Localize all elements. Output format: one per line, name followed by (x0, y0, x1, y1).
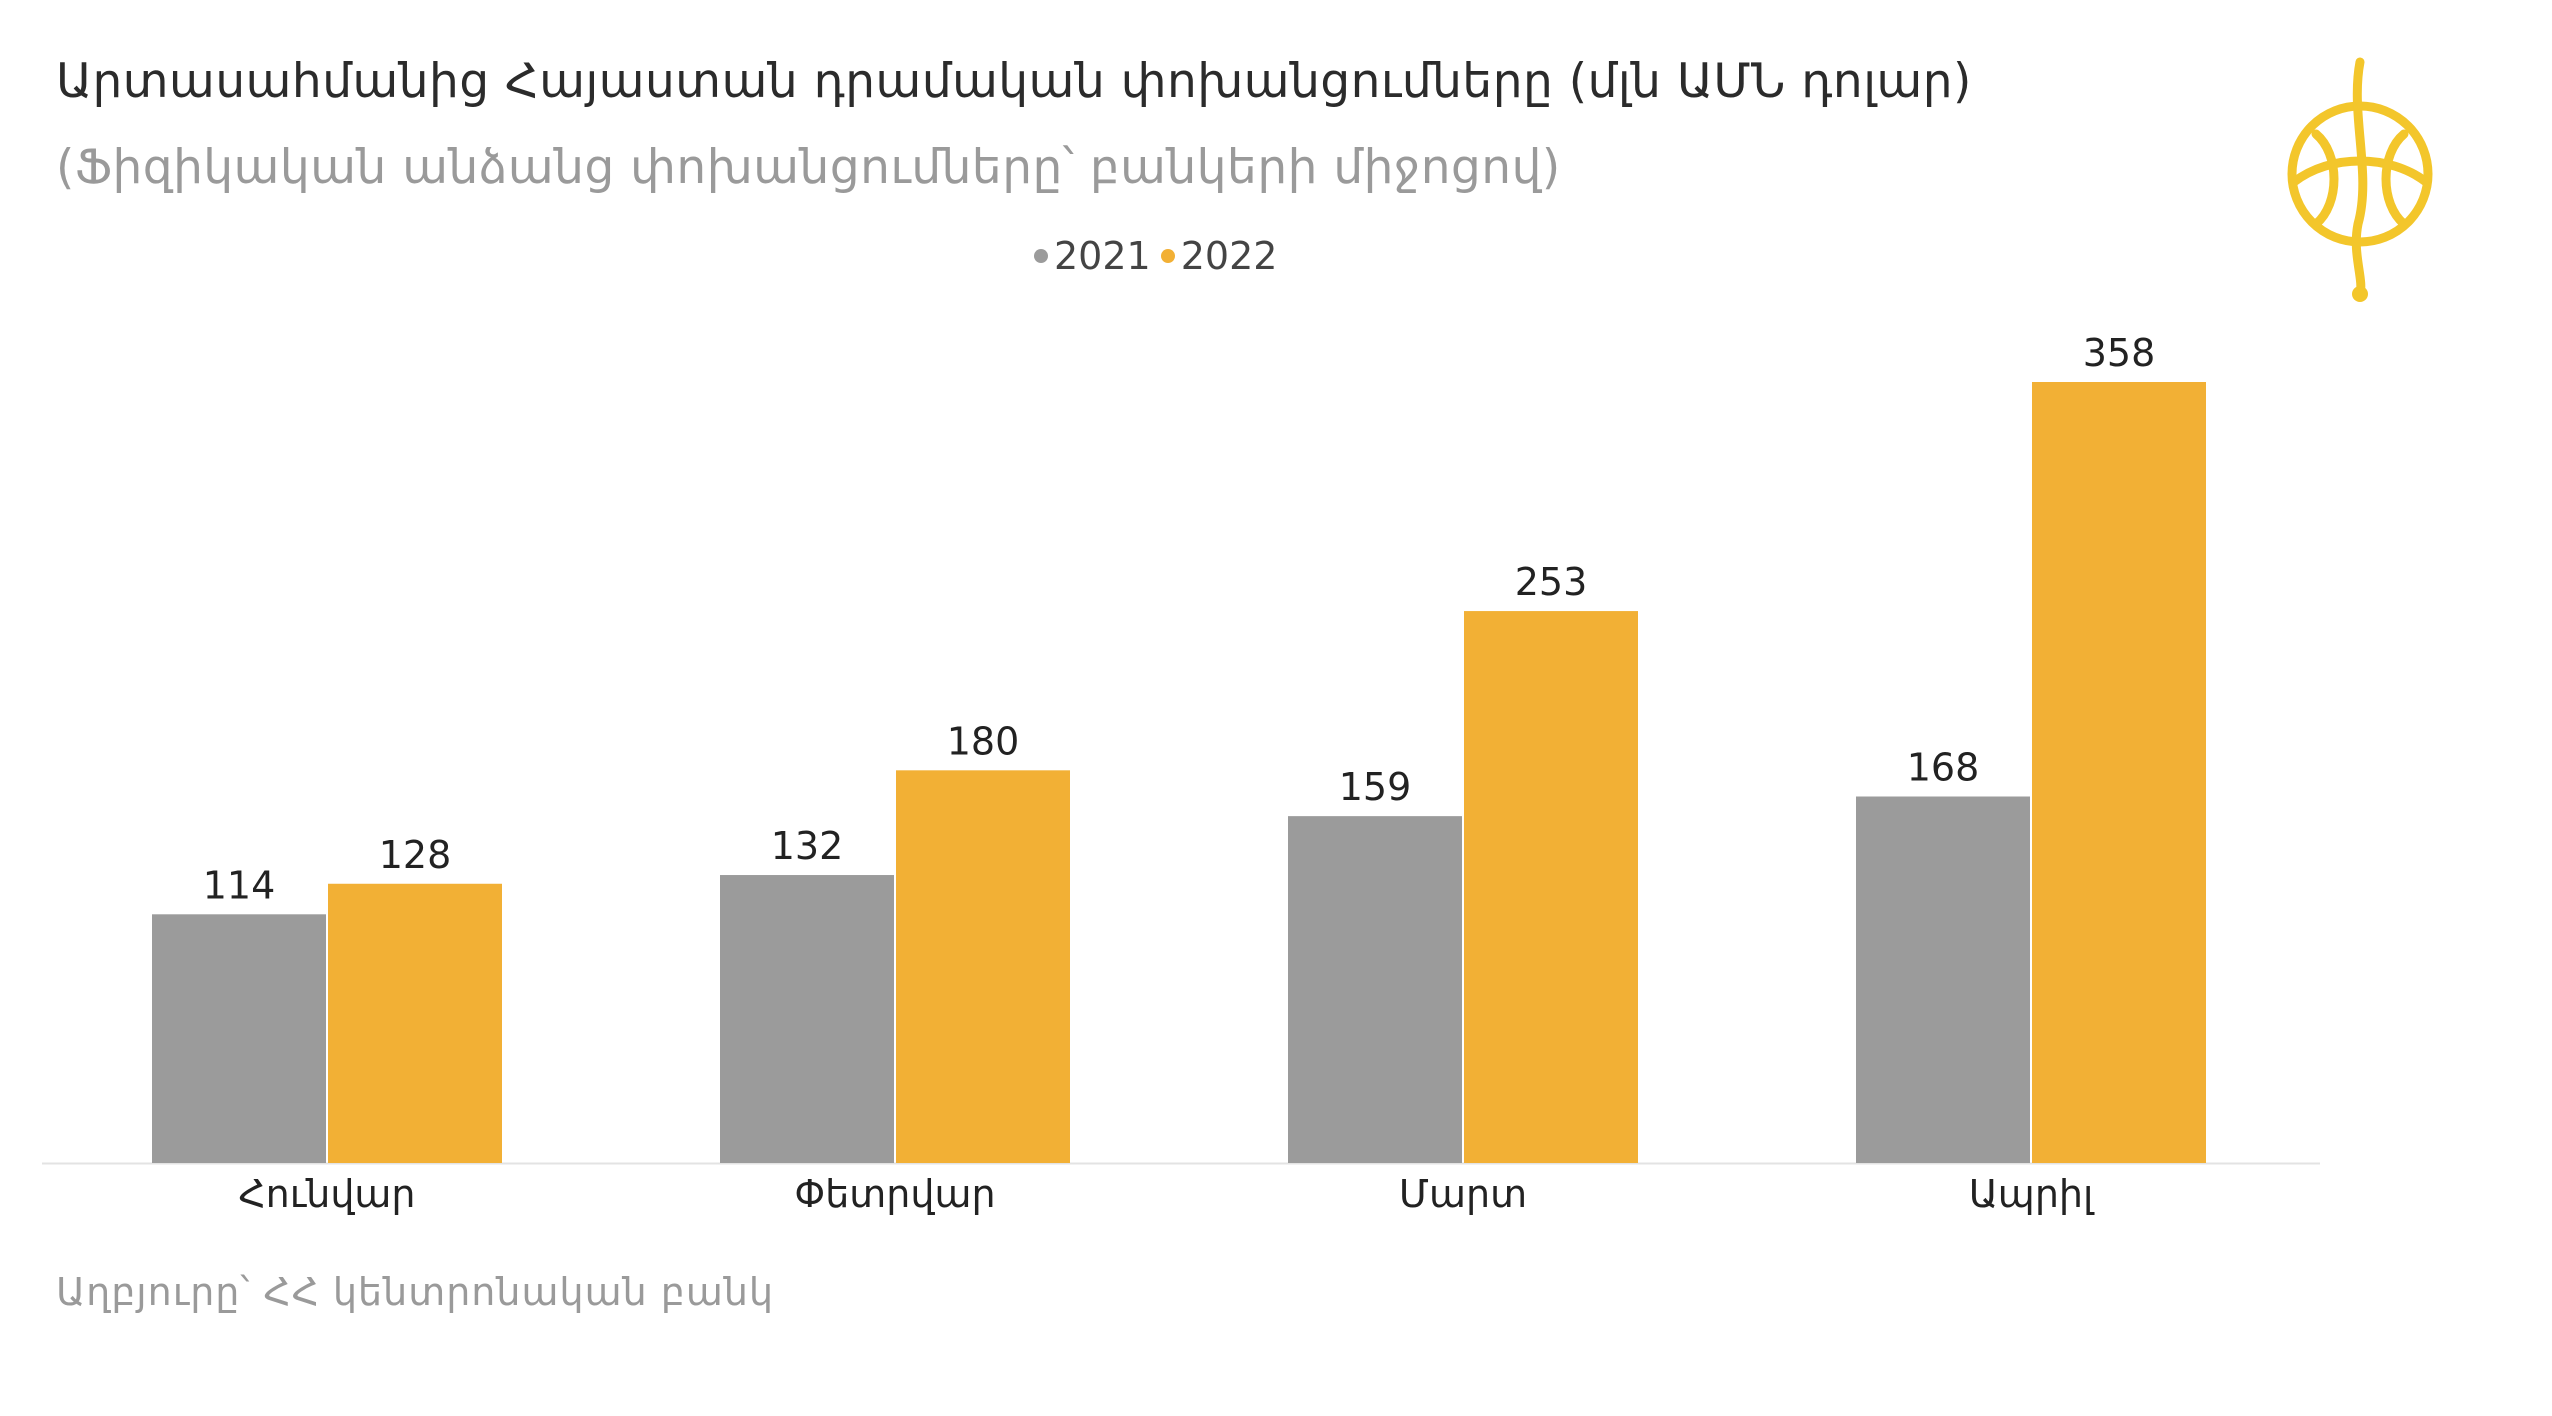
bar-2021-3 (1856, 796, 2030, 1163)
bar-2021-0 (152, 914, 326, 1163)
legend-marker-2021 (1034, 249, 1048, 263)
data-label-2021-0: 114 (203, 863, 276, 907)
legend-item-2021: 2021 (1034, 234, 1151, 278)
data-label-2021-1: 132 (771, 824, 844, 868)
data-label-2022-0: 128 (379, 833, 452, 877)
bar-2022-0 (328, 883, 502, 1163)
bar-2022-3 (2032, 382, 2206, 1163)
data-label-2022-3: 358 (2083, 331, 2156, 375)
legend-label-2021: 2021 (1054, 234, 1151, 278)
bar-2021-1 (720, 875, 894, 1163)
data-label-2021-2: 159 (1339, 765, 1412, 809)
chart-title: Արտասահմանից Հայաստան դրամական փոխանցում… (56, 54, 1972, 109)
data-label-2021-3: 168 (1907, 745, 1980, 789)
x-tick-label-1: Փետրվար (794, 1172, 995, 1216)
legend-marker-2022 (1160, 249, 1175, 263)
bar-2021-2 (1288, 816, 1462, 1163)
x-tick-label-3: Ապրիլ (1969, 1172, 2095, 1216)
x-tick-label-0: Հունվար (238, 1172, 415, 1216)
legend-label-2022: 2022 (1180, 234, 1278, 278)
chart-subtitle: (Ֆիզիկական անձանց փոխանցումները՝ բանկերի… (56, 140, 1561, 195)
bar-2022-1 (896, 770, 1070, 1163)
circular-emblem-icon (2287, 57, 2433, 302)
x-tick-label-2: Մարտ (1399, 1172, 1527, 1216)
bar-2022-2 (1464, 611, 1638, 1163)
source-note: Աղբյուրը՝ ՀՀ կենտրոնական բանկ (56, 1270, 775, 1314)
legend-item-2022: 2022 (1160, 234, 1278, 278)
data-label-2022-1: 180 (947, 719, 1020, 763)
data-label-2022-2: 253 (1515, 560, 1588, 604)
legend: 2021 2022 (1034, 234, 1287, 278)
